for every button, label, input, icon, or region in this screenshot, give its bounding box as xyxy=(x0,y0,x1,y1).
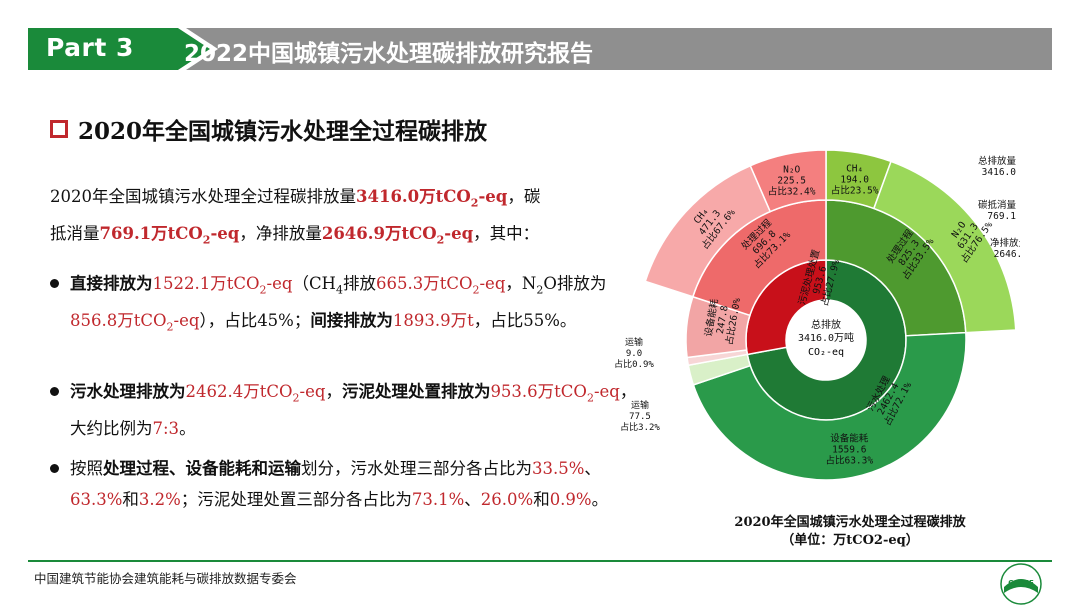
header-grey-bar xyxy=(178,28,1052,70)
intro-text-4: ，净排放量 xyxy=(239,224,322,244)
part-label: Part 3 xyxy=(46,33,134,62)
center-label: 总排放 3416.0万吨 xyxy=(798,318,854,344)
bullet-sewage-sludge: 污水处理排放为2462.4万tCO2-eq，污泥处理处置排放为953.6万tCO… xyxy=(50,376,640,444)
outer-ring-sludge-ch4 xyxy=(644,164,772,298)
mid-label-sludge-transport: 运输 9.0 占比0.9% xyxy=(614,336,654,370)
section-title: 2020年全国城镇污水处理全过程碳排放 xyxy=(78,118,488,145)
outer-label-sewage-ch4: CH₄ 194.0 占比23.5% xyxy=(831,164,879,197)
bullet-dot xyxy=(50,464,59,473)
offset-value: 769.1万tCO2-eq xyxy=(99,224,240,247)
logo-text: CABEE xyxy=(1008,579,1034,587)
footer-org: 中国建筑节能协会建筑能耗与碳排放数据专委会 xyxy=(34,571,297,586)
cabee-logo-icon: CABEE xyxy=(1000,563,1042,605)
header-green-tab xyxy=(28,28,210,70)
bullet-breakdown: 按照处理过程、设备能耗和运输划分，污水处理三部分各占比为33.5%、63.3%和… xyxy=(50,453,640,515)
net-emission-value: 2646.9万tCO2-eq xyxy=(321,224,474,247)
mid-label-sewage-transport: 运输 77.5 占比3.2% xyxy=(620,399,660,433)
mid-ring-sewage-energy xyxy=(692,331,967,481)
header-band: Part 3 2022中国城镇污水处理碳排放研究报告 xyxy=(28,28,1052,70)
center-unit: CO₂-eq xyxy=(808,347,844,358)
emission-chart: 总排放 3416.0万吨 CO₂-eq 污水处理2462.4占比72.1% 污泥处理处置… xyxy=(600,150,1020,510)
bullet-dot xyxy=(50,387,59,396)
intro-text-1: 2020年全国城镇污水处理全过程碳排放量 xyxy=(50,187,356,206)
intro-text-2: ，碳 xyxy=(507,187,541,206)
report-title: 2022中国城镇污水处理碳排放研究报告 xyxy=(184,41,594,67)
outer-label-sludge-n2o: N₂O 225.5 占比32.4% xyxy=(768,165,816,198)
outer-ring-sludge-n2o xyxy=(749,150,827,213)
intro-paragraph: 2020年全国城镇污水处理全过程碳排放量3416.0万tCO2-eq，碳 抵消量… xyxy=(50,181,640,256)
total-emission-value: 3416.0万tCO2-eq xyxy=(356,187,508,210)
center-hole xyxy=(786,300,866,380)
side-net-label: 净排放量2646.9 xyxy=(990,237,1020,260)
mid-label-sewage-energy: 设备能耗 1559.6 占比63.3% xyxy=(825,433,873,467)
side-offset-label: 碳抵消量 769.1 xyxy=(978,199,1017,222)
footer-divider xyxy=(28,560,1052,562)
intro-text-3: 抵消量 xyxy=(50,224,100,244)
intro-text-5: ，其中： xyxy=(473,224,540,244)
side-total-label: 总排放量 3416.0 xyxy=(978,155,1017,178)
outer-ring-sewage-n2o xyxy=(872,160,1017,334)
sunburst-chart: 总排放 3416.0万吨CO₂-eq污水处理2462.4占比72.1%污泥处理处置… xyxy=(614,150,1020,481)
square-bullet-icon xyxy=(50,120,68,138)
chart-caption-1: 2020年全国城镇污水处理全过程碳排放 xyxy=(734,515,966,530)
section-heading: 2020年全国城镇污水处理全过程碳排放 xyxy=(50,112,487,146)
bullet-direct-indirect: 直接排放为1522.1万tCO2-eq（CH4排放665.3万tCO2-eq，N… xyxy=(50,268,640,343)
chart-caption-2: （单位：万tCO2-eq） xyxy=(781,533,919,548)
bullet-dot xyxy=(50,279,59,288)
